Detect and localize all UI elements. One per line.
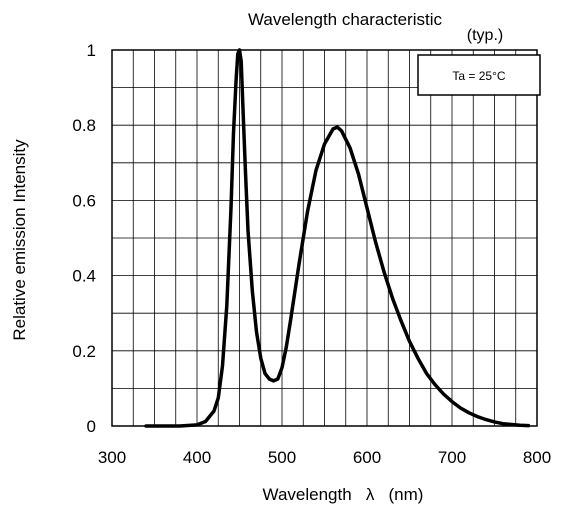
data-point (374, 240, 377, 243)
series-line (144, 48, 531, 428)
y-tick-label: 0.6 (72, 191, 96, 210)
data-point (204, 420, 207, 423)
data-point (246, 229, 250, 232)
data-point (493, 420, 496, 424)
annotation-frame (417, 54, 541, 96)
y-tick-label: 0 (87, 417, 96, 436)
data-point (280, 366, 284, 369)
data-point (340, 129, 343, 133)
x-tick-labels: 300 400 500 600 700 800 (98, 448, 551, 467)
data-point (195, 423, 199, 427)
x-tick-label: 300 (98, 448, 126, 467)
x-tick-label: 600 (353, 448, 381, 467)
data-point (251, 289, 254, 292)
data-point (399, 319, 403, 322)
x-tick-label: 500 (268, 448, 296, 467)
data-point (450, 400, 454, 403)
grid (112, 50, 537, 426)
data-point (259, 357, 262, 360)
y-tick-label: 0.4 (72, 267, 96, 286)
data-point (297, 263, 301, 266)
chart-title: Wavelength characteristic (248, 10, 443, 29)
x-axis-label: Wavelength λ (nm) (263, 485, 424, 504)
data-point (442, 392, 445, 396)
plot-frame (111, 49, 538, 427)
data-point (263, 372, 267, 375)
data-point (236, 52, 239, 55)
y-tick-labels: 0 0.2 0.4 0.6 0.8 1 (72, 41, 96, 436)
data-point (217, 396, 220, 399)
data-point (365, 206, 369, 210)
data-point (391, 296, 394, 300)
data-point (240, 60, 243, 63)
data-point (221, 364, 224, 368)
data-point (501, 422, 505, 425)
y-tick-label: 0.2 (72, 342, 96, 361)
x-tick-label: 700 (438, 448, 466, 467)
data-point (382, 270, 386, 274)
annotation-text: Ta = 25°C (452, 69, 505, 83)
data-point (518, 424, 522, 427)
data-point (234, 78, 238, 82)
data-point (467, 411, 471, 415)
data-point (268, 377, 271, 381)
data-point (408, 340, 411, 343)
data-point (306, 210, 309, 213)
data-point (323, 142, 326, 146)
data-point (433, 383, 437, 386)
data-point (314, 169, 318, 172)
data-point (225, 304, 228, 307)
data-point (255, 330, 258, 334)
data-point (416, 357, 420, 360)
data-point (144, 424, 148, 428)
data-point (232, 131, 235, 134)
data-point (357, 172, 360, 176)
data-point (285, 345, 288, 349)
data-point (484, 418, 488, 421)
data-point (276, 377, 279, 381)
data-point (238, 48, 241, 52)
x-tick-label: 400 (183, 448, 211, 467)
chart-subtitle: (typ.) (467, 27, 503, 44)
data-point (348, 146, 352, 149)
y-axis-label: Relative emission Intensity (10, 139, 29, 341)
data-point (272, 379, 275, 383)
data-point (336, 125, 339, 129)
data-point (527, 424, 530, 427)
series-group (144, 48, 531, 428)
data-point (510, 423, 513, 426)
annotation-box: Ta = 25°C (417, 54, 541, 96)
data-point (178, 424, 182, 428)
y-tick-label: 0.8 (72, 116, 96, 135)
data-point (289, 319, 292, 322)
data-point (229, 206, 233, 210)
x-tick-label: 800 (523, 448, 551, 467)
data-point (476, 415, 479, 418)
data-point (244, 169, 247, 172)
data-point (459, 406, 462, 410)
data-point (241, 105, 245, 108)
data-point (331, 127, 335, 131)
data-point (212, 409, 216, 413)
data-point (425, 372, 428, 375)
y-tick-label: 1 (87, 41, 96, 60)
